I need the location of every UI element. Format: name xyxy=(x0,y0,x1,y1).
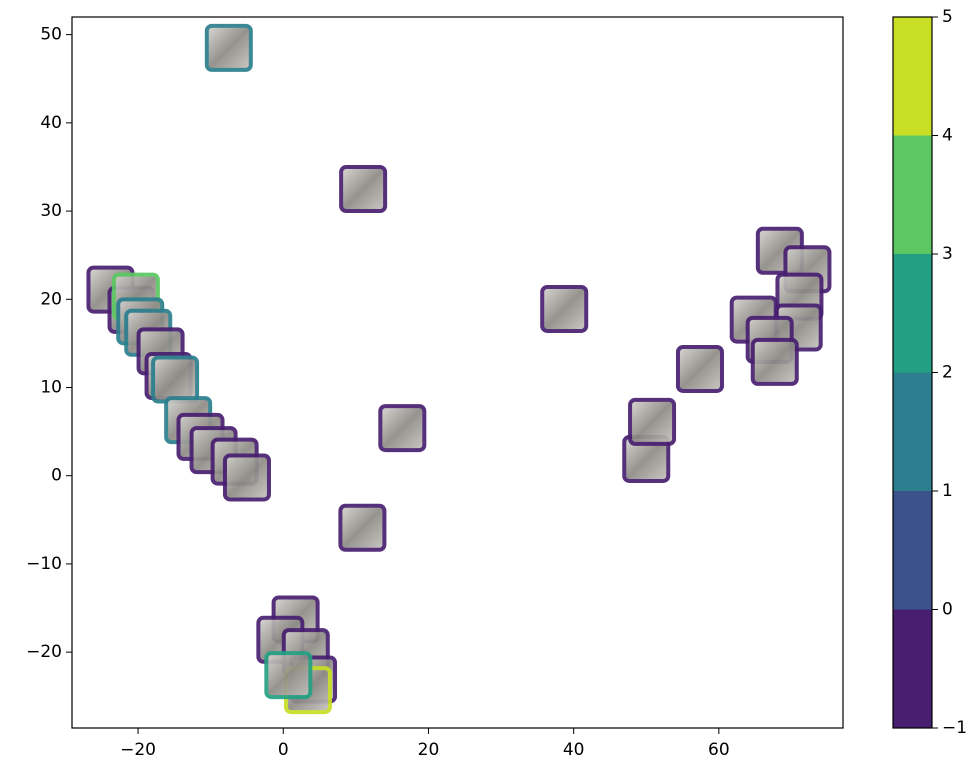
y-tick-label: −10 xyxy=(26,554,62,574)
thumbnail-point xyxy=(540,284,589,333)
colorbar-tick-label: 2 xyxy=(942,363,953,383)
y-tick-label: 0 xyxy=(51,466,62,486)
y-tick-label: 50 xyxy=(40,25,62,45)
x-tick-label: 20 xyxy=(418,740,440,760)
colorbar-tick-label: 3 xyxy=(942,244,953,264)
thumbnail-point xyxy=(628,397,677,446)
x-tick-label: −20 xyxy=(120,740,156,760)
plot-frame xyxy=(71,16,844,729)
x-tick-label: 0 xyxy=(278,740,289,760)
y-tick-label: 30 xyxy=(40,201,62,221)
colorbar-band xyxy=(893,491,932,610)
thumbnail-point xyxy=(264,651,313,700)
y-tick-label: 10 xyxy=(40,377,62,397)
colorbar-band xyxy=(893,372,932,491)
thumbnail-point xyxy=(750,337,799,386)
thumbnail-point xyxy=(339,165,388,214)
colorbar-band xyxy=(893,254,932,373)
y-tick-label: 20 xyxy=(40,289,62,309)
colorbar-tick-label: 4 xyxy=(942,126,953,146)
colorbar-band xyxy=(893,17,932,136)
thumbnail-point xyxy=(222,453,271,502)
colorbar-tick-label: −1 xyxy=(942,718,967,738)
thumbnail-point xyxy=(675,344,724,393)
colorbar-tick-label: 5 xyxy=(942,7,953,27)
thumbnail-point xyxy=(204,23,253,72)
colorbar-tick-label: 0 xyxy=(942,600,953,620)
thumbnail-point xyxy=(378,404,427,453)
thumbnail-point xyxy=(151,355,200,404)
thumbnail-point xyxy=(338,503,387,552)
colorbar-band xyxy=(893,609,932,728)
colorbar-band xyxy=(893,135,932,254)
x-tick-label: 40 xyxy=(563,740,585,760)
y-tick-label: −20 xyxy=(26,642,62,662)
y-tick-label: 40 xyxy=(40,113,62,133)
x-tick-label: 60 xyxy=(708,740,730,760)
colorbar-tick-label: 1 xyxy=(942,481,953,501)
